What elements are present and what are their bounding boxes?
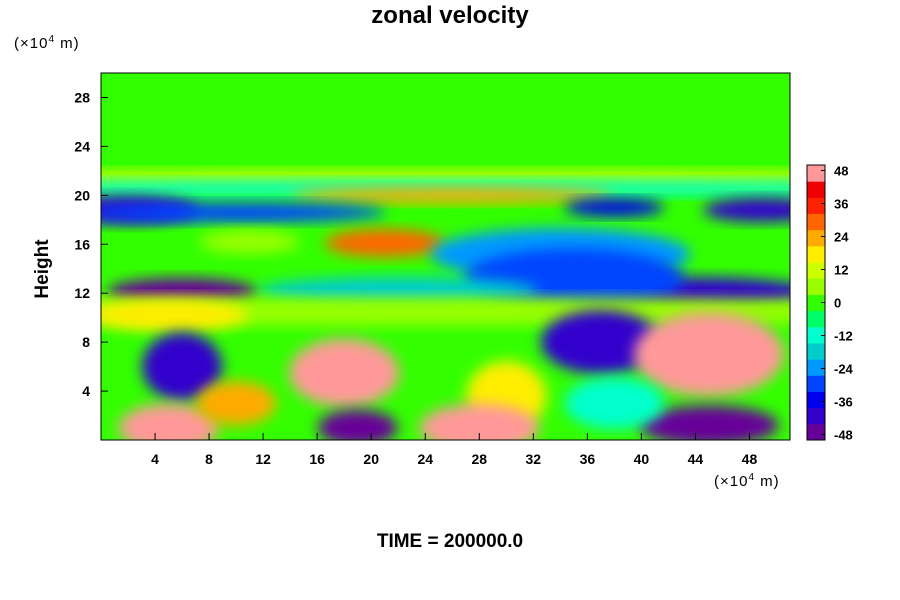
- colorbar-swatch: [807, 262, 825, 279]
- colorbar-tick-label: 24: [834, 230, 849, 245]
- x-tick-label: 16: [309, 451, 325, 467]
- colorbar-tick-label: -48: [834, 428, 853, 443]
- chart-title: zonal velocity: [371, 2, 529, 29]
- heatmap-feature: [633, 312, 784, 397]
- colorbar-swatch: [807, 245, 825, 263]
- y-tick-label: 4: [82, 383, 90, 399]
- x-tick-label: 32: [526, 451, 542, 467]
- heatmap-feature: [101, 299, 249, 332]
- heatmap-feature: [142, 332, 223, 401]
- colorbar-swatch: [807, 391, 825, 409]
- colorbar-swatch: [807, 326, 825, 344]
- heatmap-feature: [638, 405, 779, 440]
- x-tick-label: 40: [634, 451, 650, 467]
- heatmap-feature: [324, 229, 445, 258]
- x-tick-label: 36: [580, 451, 596, 467]
- heatmap-feature: [564, 198, 665, 217]
- colorbar-tick-label: 12: [834, 263, 848, 278]
- heatmap-feature: [101, 202, 387, 223]
- x-tick-label: 12: [255, 451, 271, 467]
- colorbar-swatch: [807, 407, 825, 425]
- x-tick-label: 20: [363, 451, 379, 467]
- x-tick-label: 28: [471, 451, 487, 467]
- x-tick-label: 4: [151, 451, 159, 467]
- colorbar-tick-label: -12: [834, 329, 853, 344]
- y-tick-label: 16: [74, 236, 90, 252]
- time-label: TIME = 200000.0: [376, 531, 524, 552]
- y-axis: 4 8 12 16 20 24 28: [74, 89, 108, 399]
- y-tick-label: 28: [74, 89, 90, 105]
- heatmap-feature: [196, 381, 277, 426]
- x-axis-units: (×104 m): [714, 472, 780, 490]
- colorbar-swatch: [807, 375, 825, 392]
- heatmap-feature: [317, 409, 398, 440]
- heatmap-feature: [564, 377, 665, 430]
- heatmap-feature: [702, 198, 790, 223]
- x-tick-label: 24: [417, 451, 433, 467]
- colorbar-swatch: [807, 278, 825, 295]
- heatmap-feature: [292, 187, 613, 204]
- colorbar-swatch: [807, 181, 825, 198]
- y-tick-label: 12: [74, 285, 90, 301]
- y-tick-label: 8: [82, 334, 90, 350]
- colorbar-swatch: [807, 294, 825, 312]
- heatmap-field: [101, 73, 790, 440]
- colorbar-tick-label: 48: [834, 164, 848, 179]
- colorbar-swatch: [807, 310, 825, 328]
- y-tick-label: 24: [74, 138, 90, 154]
- colorbar-tick-label: -24: [834, 362, 854, 377]
- heatmap-feature: [199, 229, 300, 254]
- colorbar-tick-label: 0: [834, 296, 841, 311]
- colorbar-swatch: [807, 229, 825, 247]
- x-axis: 4 8 12 16 20 24 28 32 36 40 44 48: [151, 433, 757, 467]
- heatmap-feature: [289, 338, 400, 407]
- x-tick-label: 44: [688, 451, 704, 467]
- colorbar-swatch: [807, 165, 825, 182]
- y-tick-label: 20: [74, 187, 90, 203]
- heatmap-feature: [101, 73, 790, 320]
- y-axis-units: (×104 m): [14, 34, 80, 52]
- colorbar-swatch: [807, 213, 825, 231]
- colorbar-swatch: [807, 359, 825, 376]
- heatmap-feature: [118, 403, 219, 440]
- heatmap-feature: [540, 310, 661, 375]
- colorbar-swatch: [807, 342, 825, 360]
- plot-frame: [100, 72, 791, 441]
- heatmap-feature: [419, 403, 540, 440]
- x-tick-label: 48: [742, 451, 758, 467]
- colorbar-swatch: [807, 423, 825, 441]
- colorbar: 48 36 24 12 0 -12 -24 -36 -48: [806, 164, 854, 443]
- colorbar-tick-label: -36: [834, 395, 853, 410]
- x-tick-label: 8: [205, 451, 213, 467]
- colorbar-swatch: [807, 197, 825, 215]
- colorbar-tick-label: 36: [834, 197, 848, 212]
